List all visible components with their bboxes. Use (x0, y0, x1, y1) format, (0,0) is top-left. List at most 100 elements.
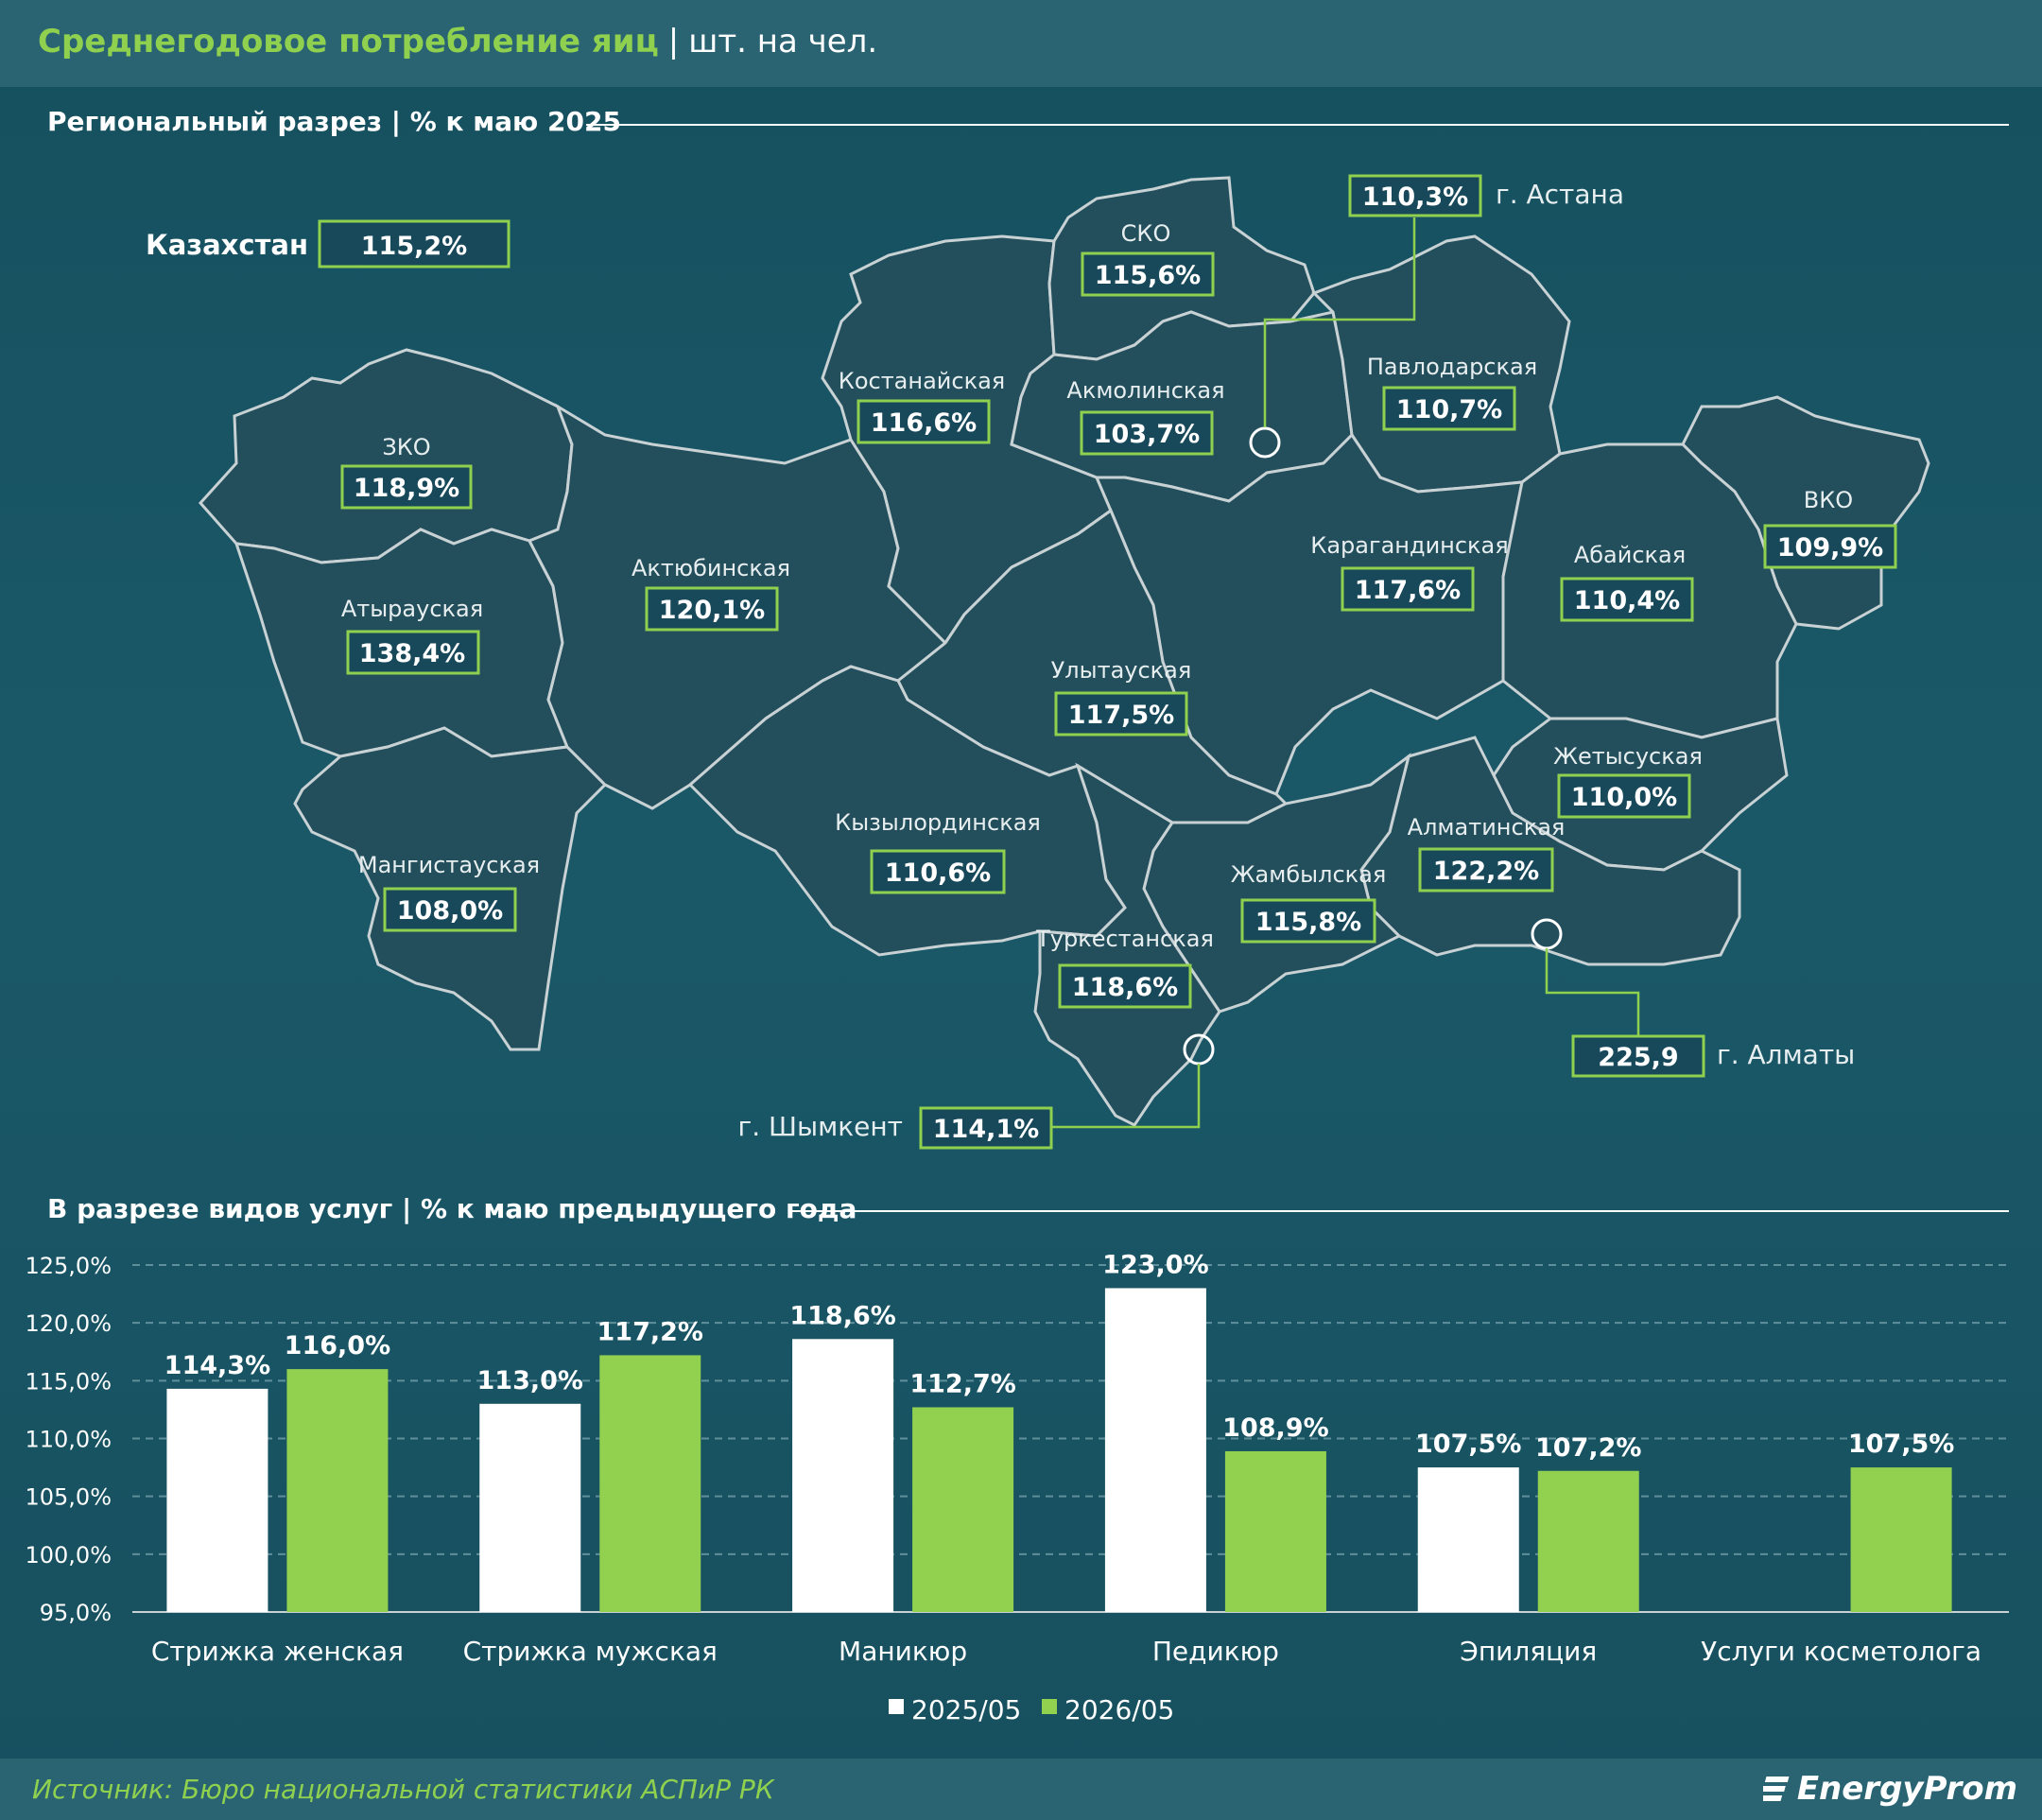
shymkent-label: г. Шымкент (738, 1111, 903, 1142)
bar (1850, 1467, 1952, 1612)
region-label-vko: ВКО (1804, 487, 1853, 513)
region-value-zhetysu: 110,0% (1571, 783, 1677, 812)
region-value-box-vko (1763, 524, 1897, 569)
data-label: 108,9% (1222, 1413, 1328, 1443)
region-value-box-almaty-region (1418, 847, 1554, 893)
region-value-pavlodar: 110,7% (1396, 395, 1502, 425)
region-value-box-zko (340, 464, 473, 510)
country-value: 115,2% (361, 232, 467, 261)
region-value-box-zhetysu (1557, 773, 1691, 819)
region-value-atyrau: 138,4% (359, 639, 465, 668)
region-label-turkestan: Туркестанская (1035, 926, 1214, 952)
almaty-label: г. Алматы (1717, 1039, 1855, 1070)
title-separator: | (667, 23, 680, 61)
y-tick-label: 100,0% (25, 1542, 112, 1569)
data-label: 116,0% (285, 1331, 390, 1361)
y-tick-label: 105,0% (25, 1484, 112, 1511)
region-value-box-turkestan (1058, 963, 1192, 1009)
data-label: 107,5% (1415, 1430, 1521, 1459)
x-category-label: Стрижка женская (151, 1636, 404, 1667)
x-category-label: Педикюр (1152, 1636, 1279, 1667)
region-value-box-ulytau (1054, 691, 1188, 737)
y-tick-label: 115,0% (25, 1368, 112, 1395)
region-value-abai: 110,4% (1574, 586, 1680, 615)
header-bar: Среднегодовое потребление яиц | шт. на чел… (0, 0, 2042, 87)
region-label-karaganda: Карагандинская (1310, 532, 1508, 559)
bar (912, 1407, 1014, 1612)
region-value-zhambyl: 115,8% (1255, 908, 1361, 937)
data-label: 107,2% (1535, 1433, 1641, 1463)
shymkent-leader-line (1051, 1064, 1201, 1129)
y-tick-label: 120,0% (25, 1310, 112, 1337)
region-value-box-abai (1560, 577, 1694, 622)
data-label: 112,7% (909, 1369, 1015, 1398)
region-value-box-zhambyl (1240, 898, 1376, 944)
bar (479, 1403, 581, 1612)
y-tick-label: 110,0% (25, 1427, 112, 1453)
almaty-value: 225,9 (1598, 1043, 1678, 1072)
region-value-kostanay: 116,6% (871, 408, 977, 438)
brand-logo: EnergyProm (1762, 1770, 2017, 1808)
region-label-kostanay: Костанайская (839, 368, 1005, 394)
bar (286, 1369, 389, 1612)
region-label-atyrau: Атырауская (341, 596, 483, 622)
region-label-mangystau: Мангистауская (358, 852, 540, 878)
data-label: 117,2% (597, 1317, 703, 1346)
astana-marker[interactable] (1249, 426, 1281, 459)
region-label-aktobe: Актюбинская (632, 555, 790, 581)
data-label: 113,0% (477, 1366, 583, 1395)
x-category-label: Стрижка мужская (463, 1636, 718, 1667)
region-value-almaty-region: 122,2% (1433, 857, 1539, 886)
region-label-akmola: Акмолинская (1066, 377, 1224, 404)
shymkent-value-box (919, 1106, 1053, 1150)
region-value-box-sko (1081, 251, 1215, 297)
bar (1537, 1470, 1639, 1612)
map-section-title: Региональный разрез | % к маю 2025 (47, 106, 621, 137)
legend-swatch (889, 1699, 904, 1714)
bar (166, 1388, 268, 1612)
region-value-vko: 109,9% (1777, 533, 1883, 563)
legend-label: 2025/05 (911, 1694, 1021, 1725)
page-title: Среднегодовое потребление яиц | шт. на чел… (38, 23, 877, 61)
region-value-kyzylorda: 110,6% (885, 858, 991, 888)
bar (1224, 1450, 1326, 1612)
shymkent-value: 114,1% (933, 1115, 1039, 1144)
title-main: Среднегодовое потребление яиц (38, 23, 659, 61)
logo-text: EnergyProm (1796, 1770, 2017, 1808)
astana-leader-line (1263, 217, 1416, 321)
title-unit: шт. на чел. (688, 23, 878, 61)
x-category-label: Маникюр (839, 1636, 967, 1667)
x-category-label: Услуги косметолога (1701, 1636, 1981, 1667)
footer-bar: Источник: Бюро национальной статистики А… (0, 1759, 2042, 1820)
country-label: Казахстан (146, 229, 308, 261)
legend-label: 2026/05 (1064, 1694, 1174, 1725)
region-label-sko: СКО (1121, 220, 1171, 247)
almaty-leader-line (1545, 948, 1640, 1036)
region-value-box-atyrau (346, 630, 480, 675)
map-section-rule (586, 124, 2009, 126)
region-value-turkestan: 118,6% (1072, 973, 1178, 1002)
chart-section-title: В разрезе видов услуг | % к маю предыдущ… (47, 1193, 857, 1224)
data-label: 123,0% (1102, 1250, 1208, 1279)
source-note: Источник: Бюро национальной статистики А… (32, 1774, 774, 1805)
y-tick-label: 125,0% (25, 1253, 112, 1279)
astana-value: 110,3% (1362, 182, 1468, 212)
x-category-label: Эпиляция (1460, 1636, 1597, 1667)
region-value-ulytau: 117,5% (1068, 701, 1174, 730)
y-tick-label: 95,0% (40, 1600, 112, 1626)
astana-label: г. Астана (1496, 179, 1624, 210)
data-label: 114,3% (164, 1351, 270, 1380)
region-value-box-kyzylorda (870, 849, 1006, 894)
region-label-zhetysu: Жетысуская (1553, 743, 1703, 770)
region-value-box-kostanay (857, 399, 991, 444)
region-turkestan[interactable] (1033, 762, 1221, 1127)
region-label-abai: Абайская (1574, 542, 1686, 568)
bar (599, 1355, 701, 1612)
region-value-karaganda: 117,6% (1355, 576, 1461, 605)
region-label-almaty-region: Алматинская (1408, 814, 1566, 841)
astana-value-box (1348, 174, 1482, 217)
region-value-box-karaganda (1341, 566, 1475, 612)
region-value-mangystau: 108,0% (397, 896, 503, 926)
country-value-box (318, 219, 510, 269)
